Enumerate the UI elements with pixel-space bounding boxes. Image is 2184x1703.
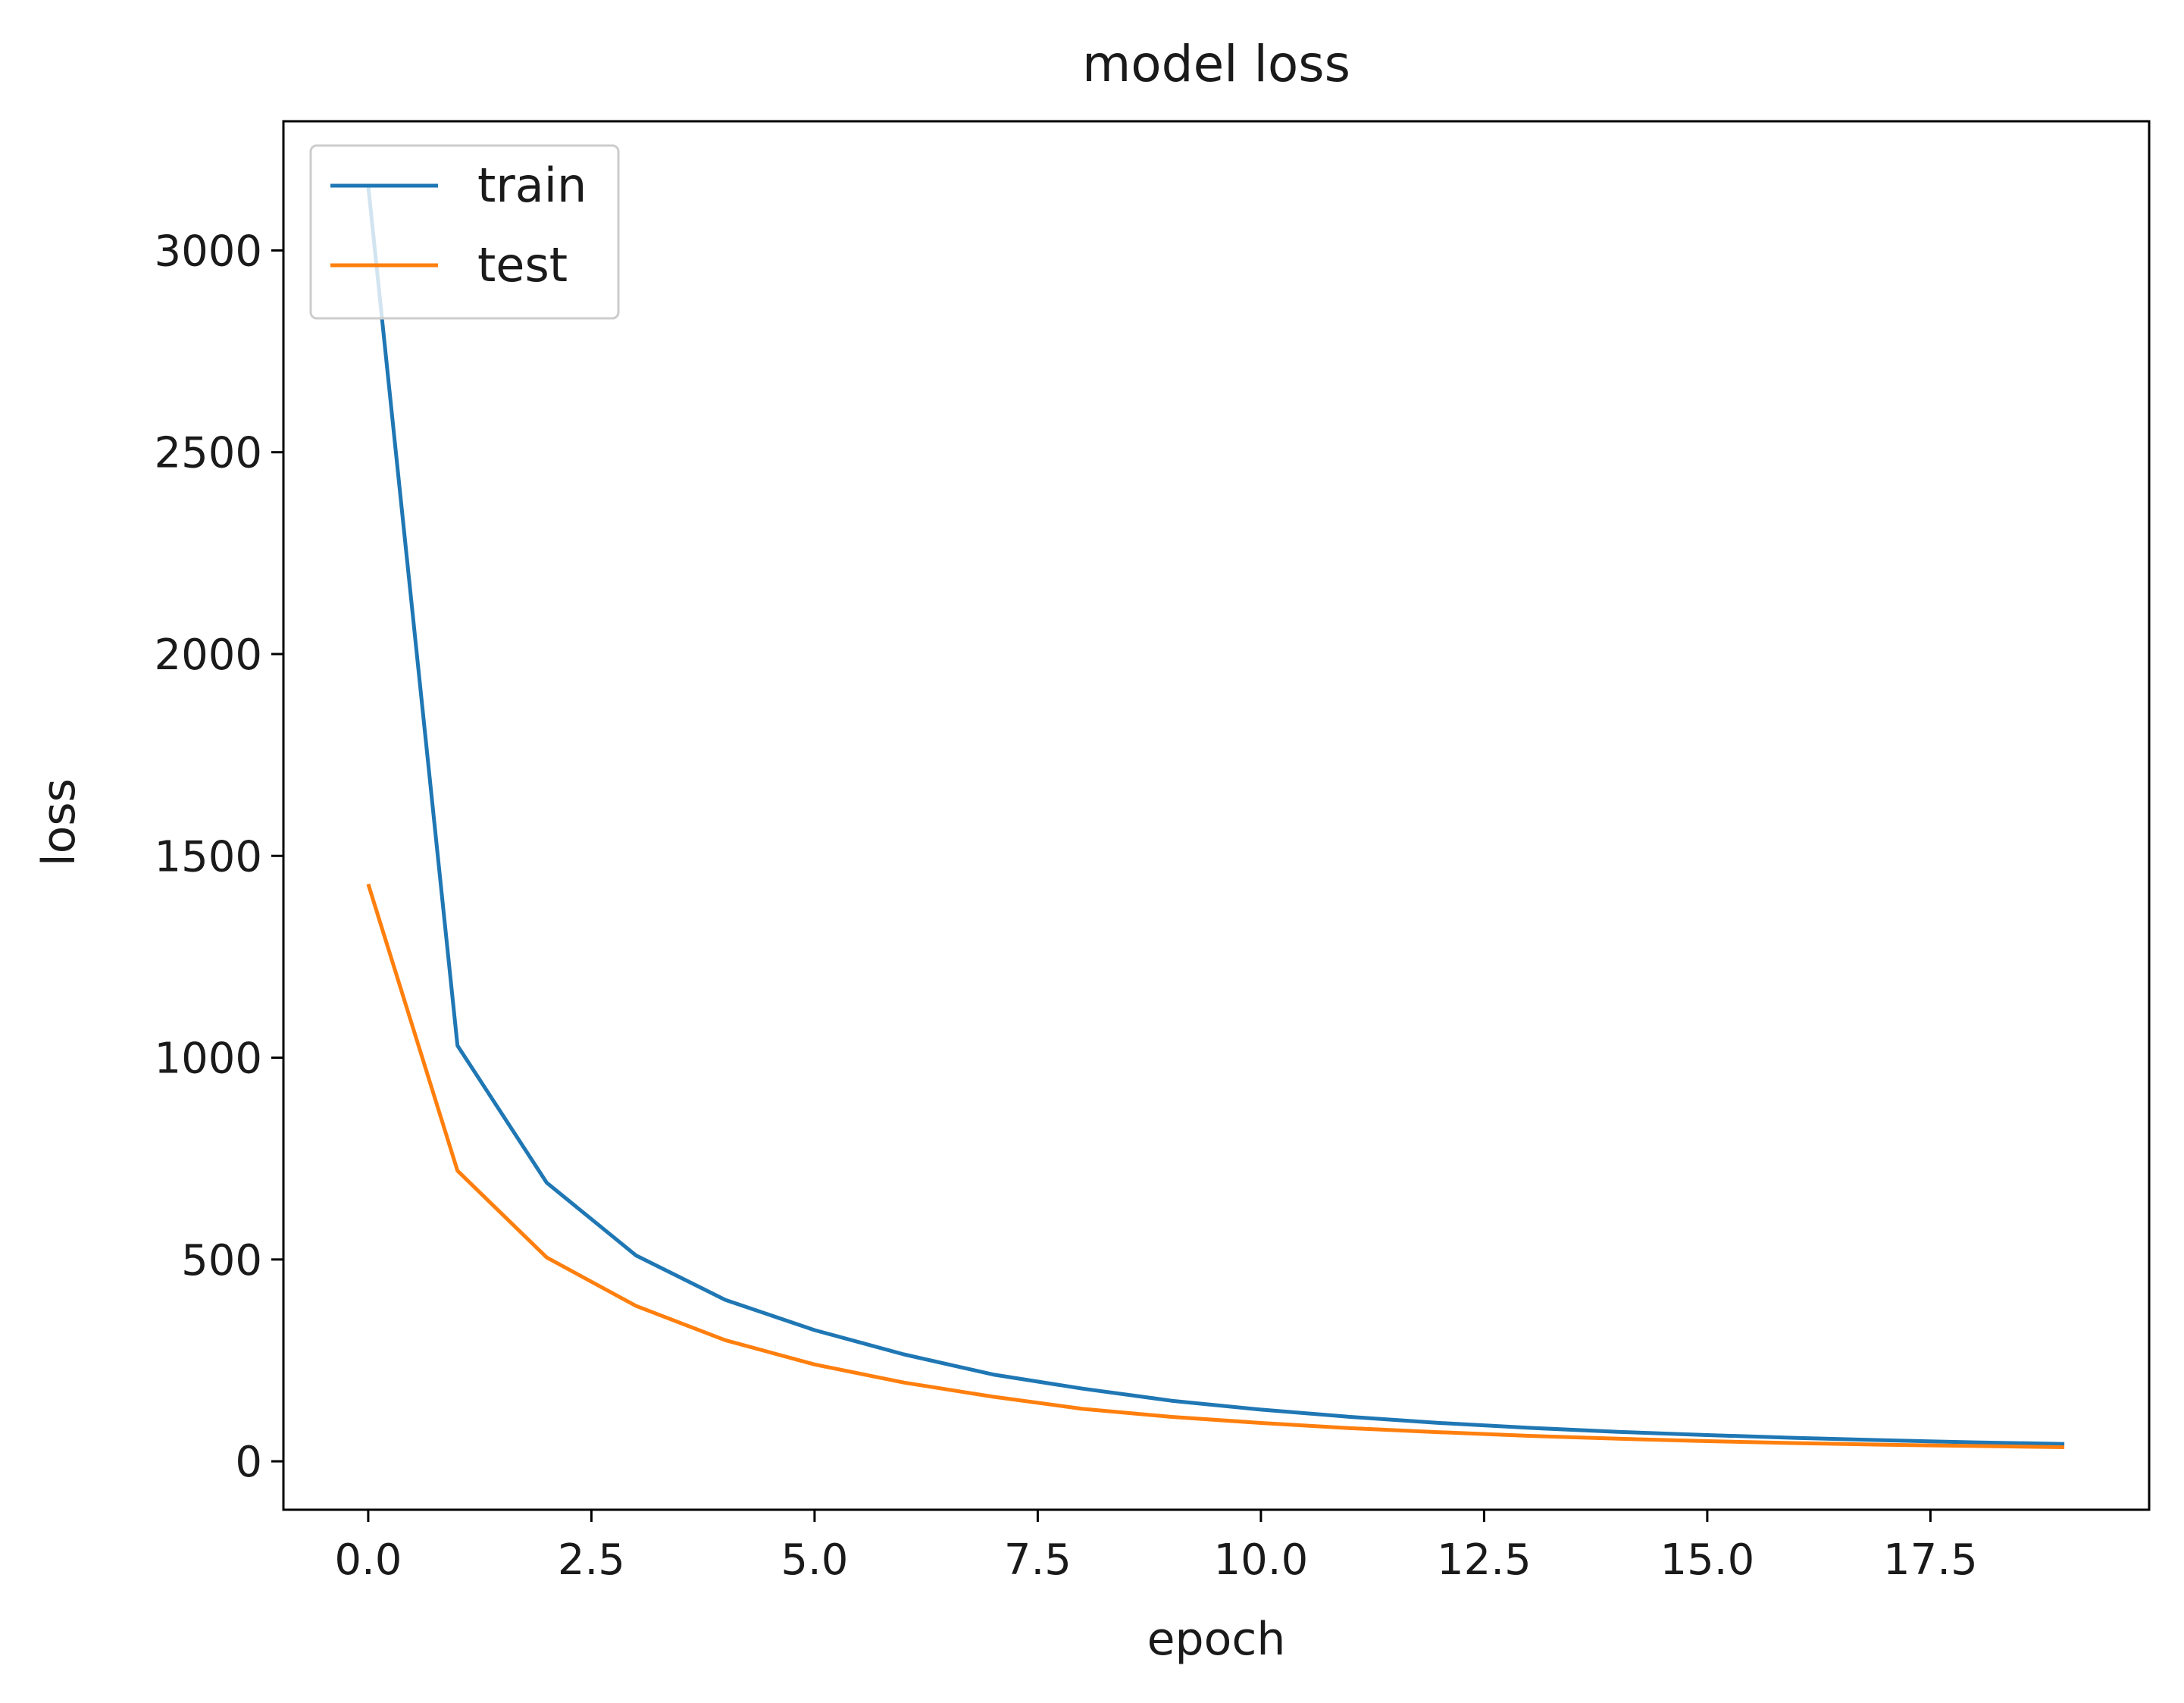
x-tick-label: 0.0	[334, 1536, 402, 1585]
y-tick-label: 1500	[154, 832, 262, 881]
series-line-test	[366, 883, 2065, 1449]
x-tick-label: 17.5	[1883, 1536, 1978, 1585]
legend-box	[309, 144, 620, 320]
legend: train test	[309, 144, 620, 320]
y-axis-label: loss	[33, 778, 86, 866]
legend-label-test: test	[477, 237, 568, 293]
chart-title: model loss	[1082, 35, 1350, 93]
x-tick-label: 12.5	[1437, 1536, 1532, 1585]
legend-label-train: train	[477, 158, 587, 213]
series-line-train	[366, 185, 2065, 1446]
plot-frame	[282, 120, 2151, 1511]
y-tick-label: 0	[235, 1438, 262, 1487]
x-tick-label: 10.0	[1214, 1536, 1309, 1585]
y-tick-label: 2000	[154, 631, 262, 680]
x-axis-label: epoch	[1147, 1613, 1286, 1666]
series-layer	[366, 185, 2065, 1449]
y-tick-label: 500	[181, 1236, 262, 1285]
x-tick-label: 7.5	[1004, 1536, 1072, 1585]
y-tick-label: 2500	[154, 429, 262, 478]
ticks-layer: 0.0 2.5 5.0 7.5 10.0 12.5 15.0 17.5 0 500 1000 1500…	[154, 227, 1977, 1585]
y-tick-label: 1000	[154, 1035, 262, 1084]
x-tick-label: 5.0	[781, 1536, 848, 1585]
y-tick-label: 3000	[154, 227, 262, 276]
x-tick-label: 2.5	[558, 1536, 625, 1585]
x-tick-label: 15.0	[1660, 1536, 1755, 1585]
